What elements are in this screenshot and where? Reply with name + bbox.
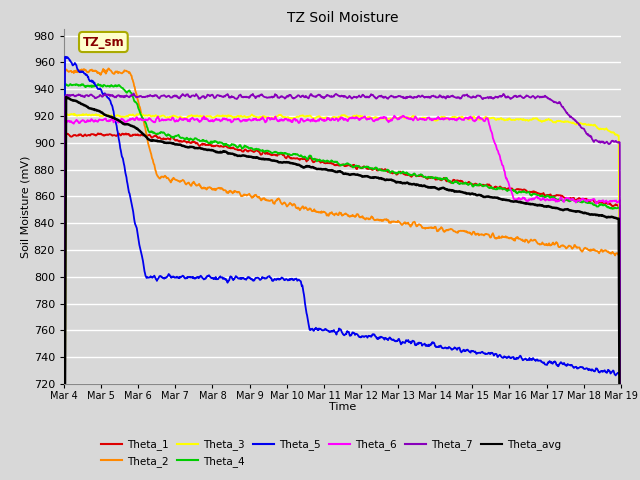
Theta_avg <box>133 126 141 132</box>
Theta_5 <box>581 366 589 372</box>
Theta_4 <box>133 101 141 107</box>
Theta_3 <box>268 115 275 120</box>
Theta_7 <box>133 94 141 100</box>
Theta_6 <box>581 198 589 204</box>
Theta_4 <box>581 199 589 204</box>
Theta_6 <box>463 115 471 120</box>
Theta_6 <box>267 116 275 122</box>
Theta_4 <box>268 150 275 156</box>
Theta_4 <box>208 140 216 146</box>
Theta_avg <box>268 157 275 163</box>
Theta_avg <box>581 210 589 216</box>
Theta_7 <box>581 129 589 134</box>
Theta_5 <box>348 331 356 336</box>
Theta_5 <box>268 276 275 281</box>
Theta_3 <box>208 114 216 120</box>
Theta_5 <box>61 54 69 60</box>
Theta_1 <box>581 196 589 202</box>
Theta_3 <box>463 116 471 122</box>
Theta_2 <box>348 213 356 219</box>
Line: Theta_7: Theta_7 <box>64 94 621 480</box>
Theta_7 <box>348 96 356 101</box>
Text: TZ_sm: TZ_sm <box>83 36 124 48</box>
Legend: Theta_1, Theta_2, Theta_3, Theta_4, Theta_5, Theta_6, Theta_7, Theta_avg: Theta_1, Theta_2, Theta_3, Theta_4, Thet… <box>97 435 566 471</box>
Theta_3 <box>348 115 356 120</box>
Line: Theta_1: Theta_1 <box>64 133 621 480</box>
Theta_1 <box>348 164 356 169</box>
Theta_5 <box>208 275 216 281</box>
Theta_1 <box>268 153 275 158</box>
Theta_avg <box>463 191 471 196</box>
Theta_3 <box>136 110 144 116</box>
Theta_3 <box>133 111 141 117</box>
Theta_2 <box>463 229 471 235</box>
Theta_1 <box>208 144 216 149</box>
Title: TZ Soil Moisture: TZ Soil Moisture <box>287 11 398 25</box>
Theta_avg <box>348 171 356 177</box>
Theta_7 <box>463 92 471 97</box>
Theta_3 <box>581 121 589 127</box>
Theta_2 <box>581 245 589 251</box>
Line: Theta_5: Theta_5 <box>64 57 621 480</box>
Theta_6 <box>133 114 141 120</box>
Theta_5 <box>463 347 471 353</box>
Theta_avg <box>62 94 70 100</box>
Theta_7 <box>130 91 138 96</box>
Theta_2 <box>133 96 141 101</box>
Theta_1 <box>463 180 471 186</box>
Theta_6 <box>390 113 398 119</box>
Theta_7 <box>268 94 275 99</box>
Theta_2 <box>104 66 112 72</box>
Line: Theta_avg: Theta_avg <box>64 97 621 480</box>
Theta_6 <box>208 118 216 124</box>
Theta_6 <box>348 115 355 120</box>
Theta_4 <box>463 181 471 187</box>
Line: Theta_2: Theta_2 <box>64 69 621 480</box>
Line: Theta_3: Theta_3 <box>64 113 621 480</box>
Theta_5 <box>133 228 141 234</box>
Theta_1 <box>133 132 141 137</box>
Theta_1 <box>94 131 102 136</box>
Theta_2 <box>208 187 216 192</box>
Theta_avg <box>208 147 216 153</box>
Theta_4 <box>94 81 102 87</box>
Y-axis label: Soil Moisture (mV): Soil Moisture (mV) <box>21 155 31 258</box>
Line: Theta_4: Theta_4 <box>64 84 621 480</box>
Theta_7 <box>208 92 216 97</box>
Line: Theta_6: Theta_6 <box>64 116 621 480</box>
X-axis label: Time: Time <box>329 402 356 412</box>
Theta_4 <box>348 163 356 169</box>
Theta_2 <box>268 197 275 203</box>
